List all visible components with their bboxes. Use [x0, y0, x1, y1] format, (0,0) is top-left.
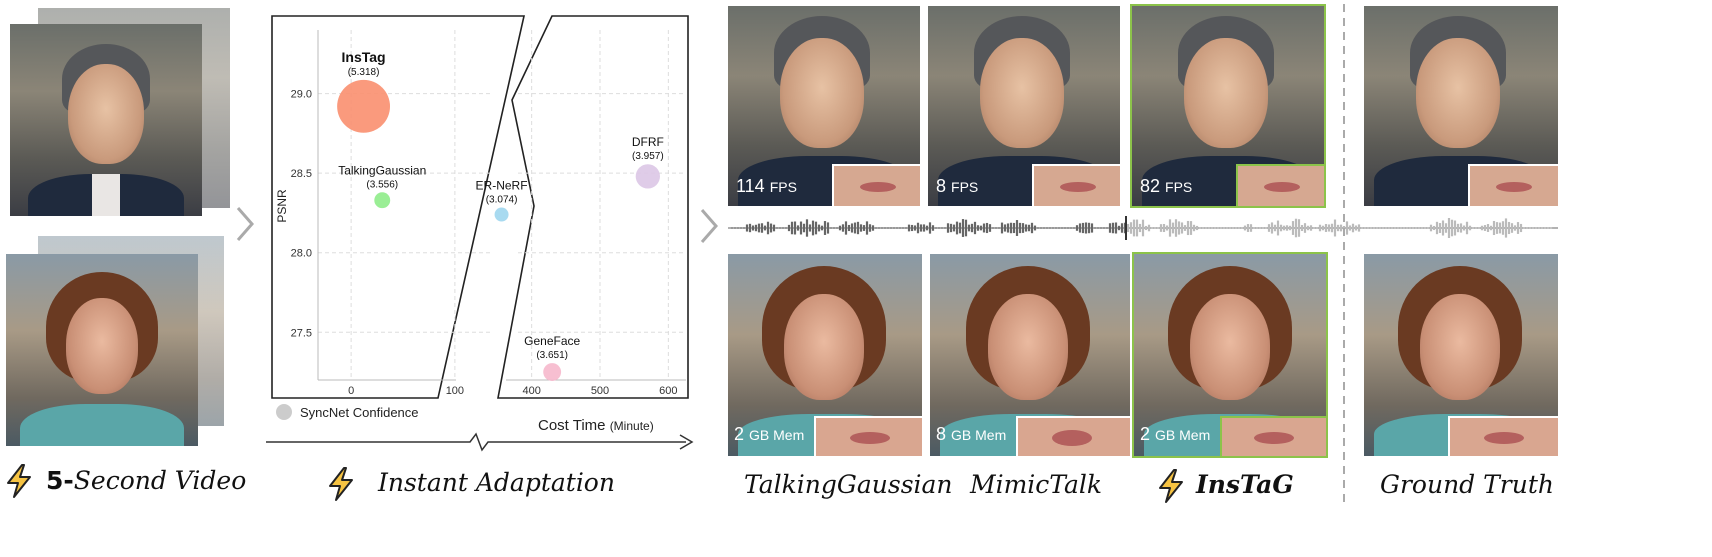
caption-method-instag: InsTaG [1196, 470, 1294, 499]
bubble-value-label: (3.651) [536, 350, 568, 361]
bubble-er-nerf [494, 207, 509, 222]
ground-truth-divider [1343, 4, 1345, 504]
fps-value: 82 [1140, 176, 1161, 196]
bubble-name: TalkingGaussian [338, 163, 426, 177]
lightning-icon [7, 464, 31, 498]
x-tick-label: 600 [659, 385, 677, 397]
mem-unit: GB Mem [749, 427, 805, 443]
result-female-ground-truth [1364, 254, 1558, 456]
bubble-value-label: (3.556) [366, 179, 398, 190]
caption-five-second-video: 5-Second Video [46, 466, 246, 495]
caption-bold: 5- [46, 466, 74, 495]
chart-frame-right [497, 15, 689, 399]
audio-waveform [728, 216, 1558, 240]
source-frame-male [10, 24, 202, 216]
x-tick-label: 500 [591, 385, 609, 397]
mem-value: 2 [1140, 424, 1151, 444]
fps-unit: FPS [1165, 179, 1193, 195]
chevron-right-icon [700, 209, 718, 243]
bubble-talkinggaussian [374, 192, 391, 209]
result-male-talkinggaussian: 114 FPS [728, 6, 920, 206]
fps-unit: FPS [769, 179, 797, 195]
result-female-talkinggaussian: 2 GB Mem [728, 254, 922, 456]
bubble-value-label: (5.318) [348, 67, 380, 78]
fps-value: 8 [936, 176, 947, 196]
legend-label: SyncNet Confidence [300, 405, 419, 420]
bubble-value-label: (3.957) [632, 151, 664, 162]
x-tick-label: 0 [348, 385, 354, 397]
result-female-mimictalk: 8 GB Mem [930, 254, 1130, 456]
result-female-instag: 2 GB Mem [1132, 252, 1328, 458]
bubble-name: InsTag [342, 49, 386, 65]
y-tick-label: 28.0 [291, 248, 312, 260]
y-tick-label: 28.5 [291, 168, 312, 180]
x-tick-label: 400 [522, 385, 540, 397]
legend-marker [276, 404, 292, 420]
mem-value: 8 [936, 424, 947, 444]
bubble-dfrf [635, 164, 660, 189]
mem-unit: GB Mem [951, 427, 1007, 443]
caption-rest: Second Video [73, 466, 247, 495]
result-male-ground-truth [1364, 6, 1558, 206]
bubble-name: DFRF [632, 135, 664, 149]
lightning-icon [1159, 469, 1183, 503]
bubble-name: ER-NeRF [476, 179, 528, 193]
caption-method: MimicTalk [970, 470, 1103, 499]
fps-unit: FPS [951, 179, 979, 195]
y-tick-label: 29.0 [291, 89, 312, 101]
result-male-mimictalk: 8 FPS [928, 6, 1120, 206]
chart-frame-left [271, 15, 526, 399]
bubble-name: GeneFace [524, 334, 580, 348]
source-frame-female [6, 254, 198, 446]
fps-value: 114 [736, 176, 765, 196]
chevron-right-icon [236, 207, 254, 241]
bubble-value-label: (3.074) [486, 195, 518, 206]
x-axis-title: Cost Time (Minute) [538, 417, 654, 434]
mem-unit: GB Mem [1155, 427, 1211, 443]
lightning-icon [329, 467, 353, 501]
caption-method: Ground Truth [1380, 470, 1554, 499]
bubble-geneface [543, 363, 562, 381]
x-arrow [266, 432, 686, 452]
y-axis-label: PSNR [275, 189, 289, 223]
caption-instant-adaptation: Instant Adaptation [378, 468, 615, 497]
result-male-instag: 82 FPS [1130, 4, 1326, 208]
y-tick-label: 27.5 [291, 327, 312, 339]
psnr-cost-chart: 29.0 28.5 28.0 27.5 0 100 400 500 600 InsTag (5.3… [266, 15, 694, 452]
x-tick-label: 100 [446, 385, 464, 397]
caption-method: TalkingGaussian [744, 470, 953, 499]
bubble-instag [337, 79, 391, 133]
mem-value: 2 [734, 424, 745, 444]
